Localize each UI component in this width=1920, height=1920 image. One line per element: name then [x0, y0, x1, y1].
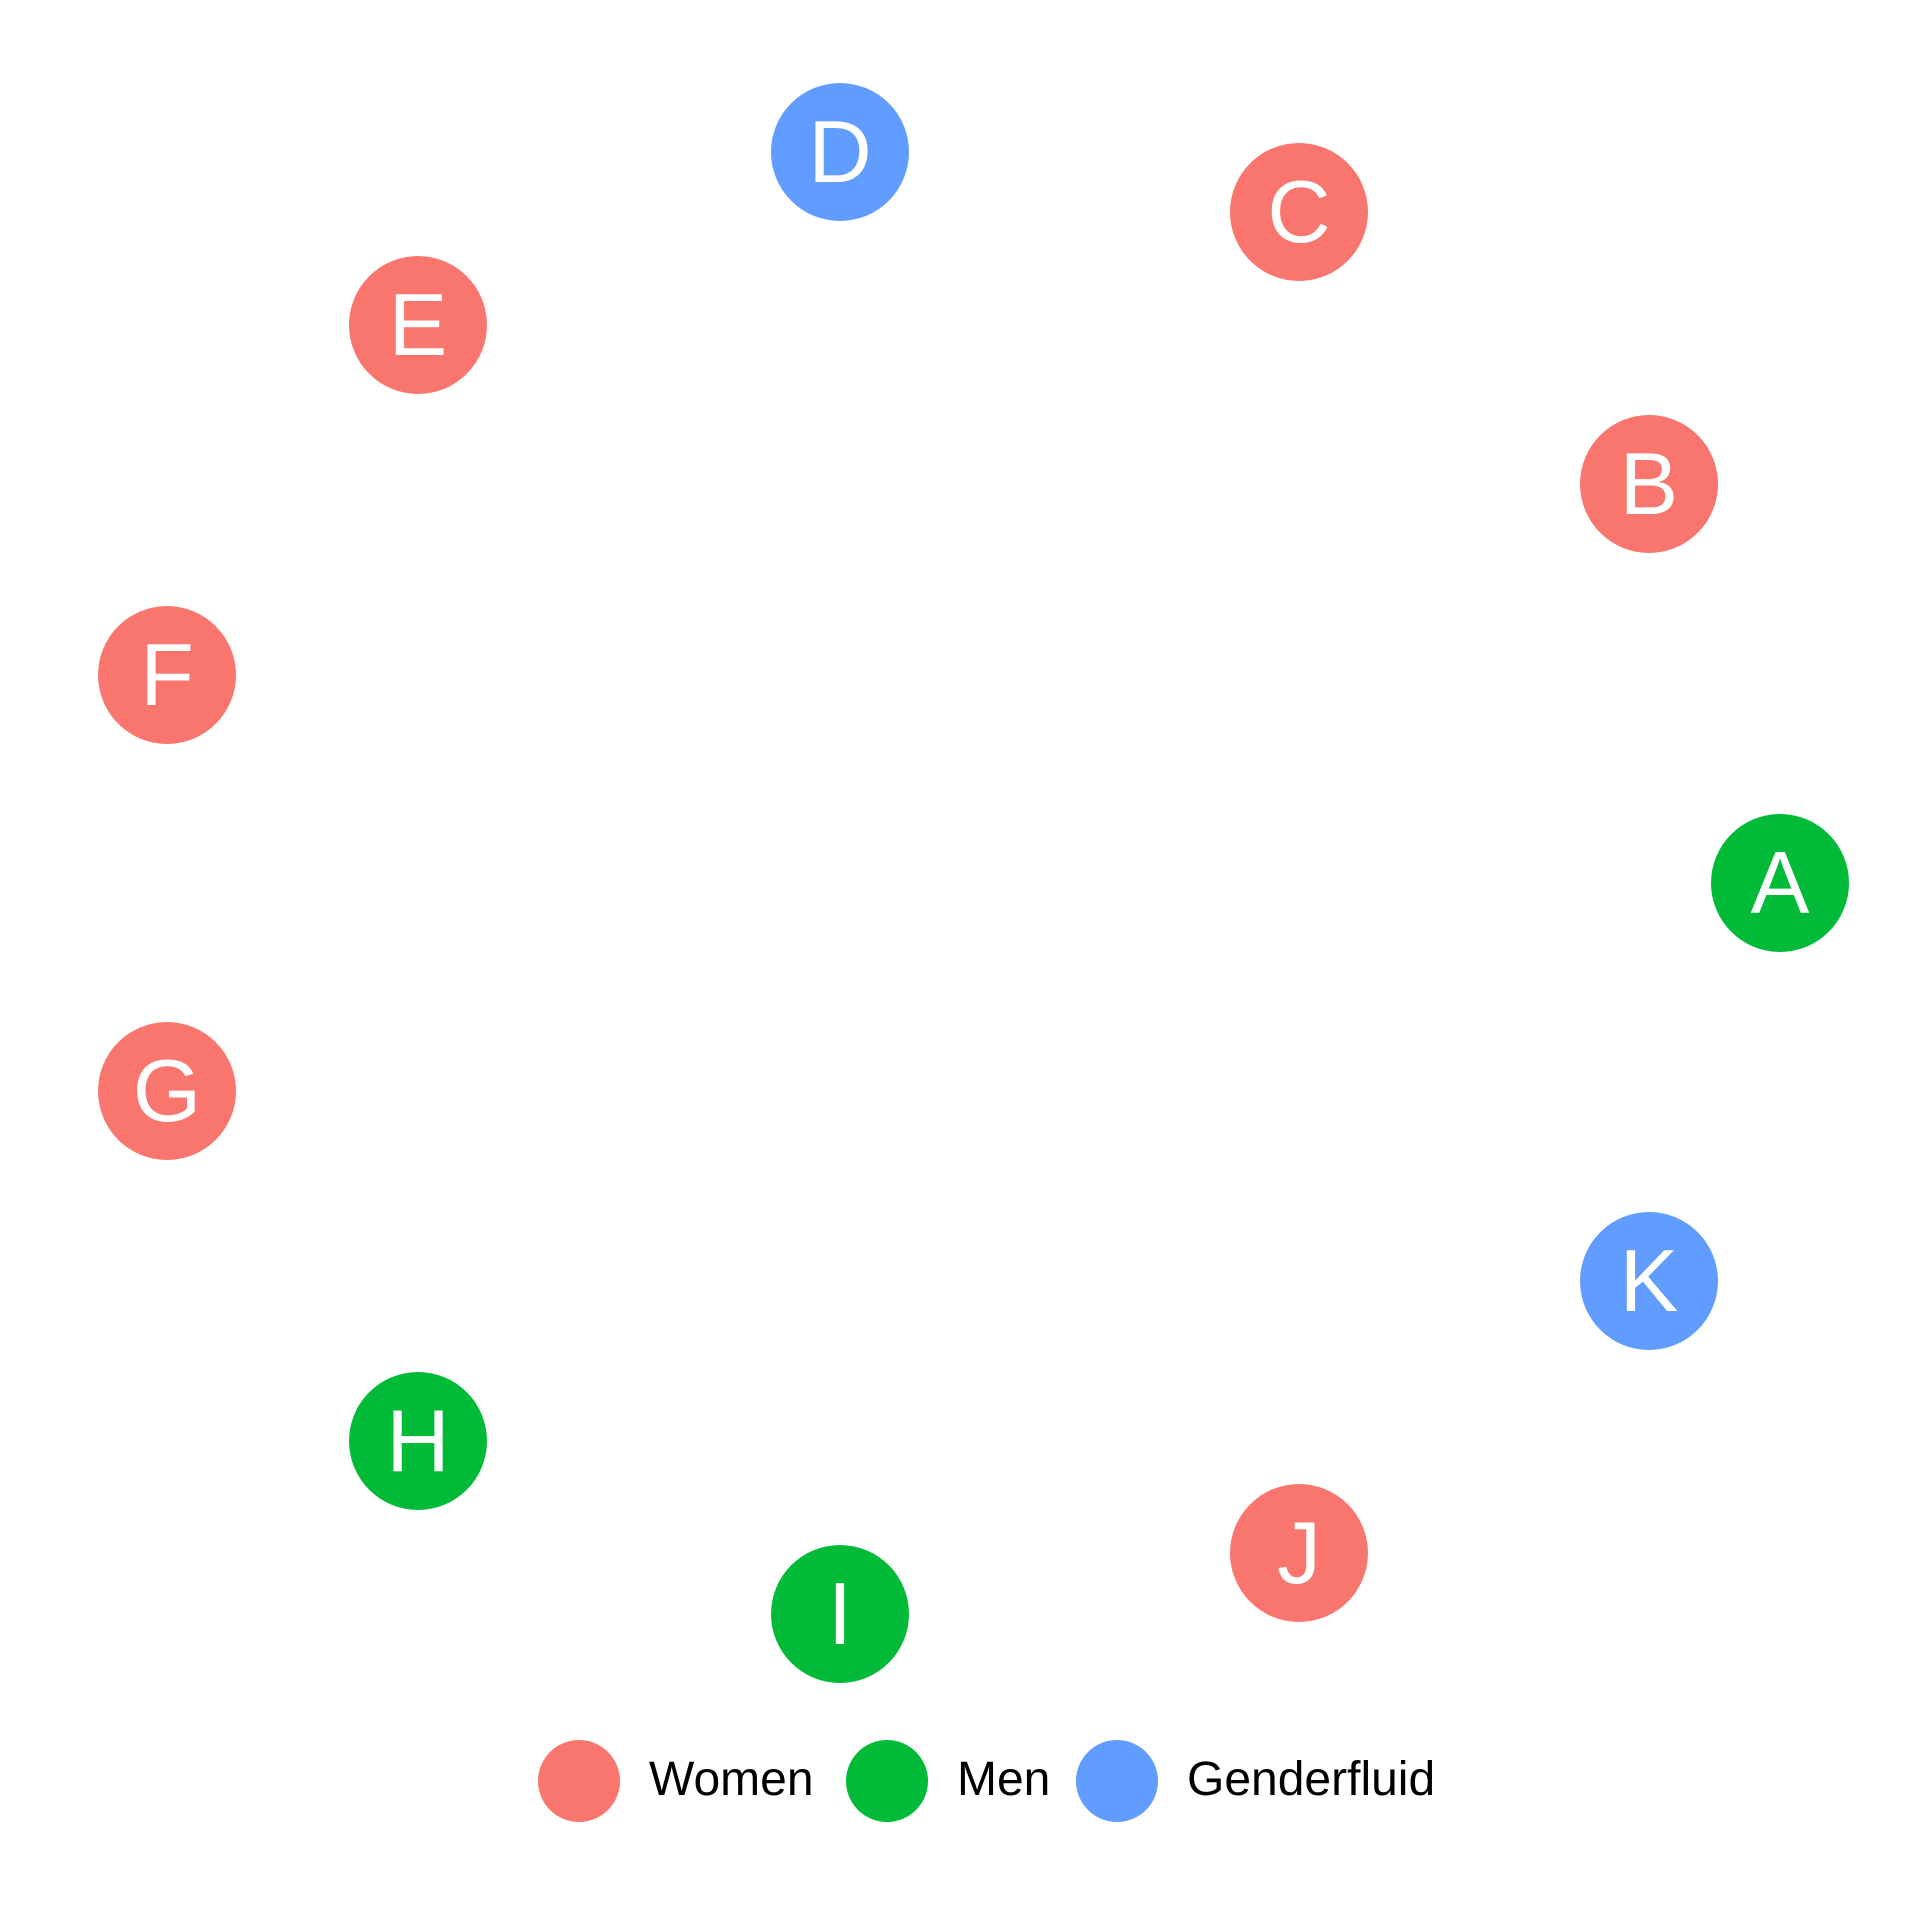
node-b-label: B [1619, 434, 1679, 533]
node-d: D [771, 83, 909, 221]
legend-label-women: Women [649, 1753, 814, 1806]
node-k: K [1580, 1212, 1718, 1350]
node-e: E [349, 256, 487, 394]
node-j: J [1230, 1484, 1368, 1622]
legend-label-men: Men [957, 1753, 1051, 1806]
legend: Women Men Genderfluid [0, 1740, 1920, 1840]
legend-swatch-women [538, 1740, 620, 1822]
node-a: A [1711, 814, 1849, 952]
node-h: H [349, 1372, 487, 1510]
node-k-label: K [1619, 1231, 1679, 1330]
node-h-label: H [386, 1391, 450, 1490]
node-g-label: G [132, 1041, 202, 1140]
node-c: C [1230, 143, 1368, 281]
node-f: F [98, 606, 236, 744]
node-f-label: F [140, 625, 194, 724]
node-e-label: E [388, 275, 448, 374]
node-d-label: D [808, 102, 872, 201]
node-i: I [771, 1545, 909, 1683]
node-g: G [98, 1022, 236, 1160]
legend-label-genderfluid: Genderfluid [1187, 1753, 1436, 1806]
node-i-label: I [827, 1564, 853, 1663]
node-a-label: A [1750, 833, 1810, 932]
node-c-label: C [1267, 162, 1331, 261]
node-b: B [1580, 415, 1718, 553]
legend-swatch-men [846, 1740, 928, 1822]
node-j-label: J [1277, 1503, 1321, 1602]
legend-swatch-genderfluid [1076, 1740, 1158, 1822]
